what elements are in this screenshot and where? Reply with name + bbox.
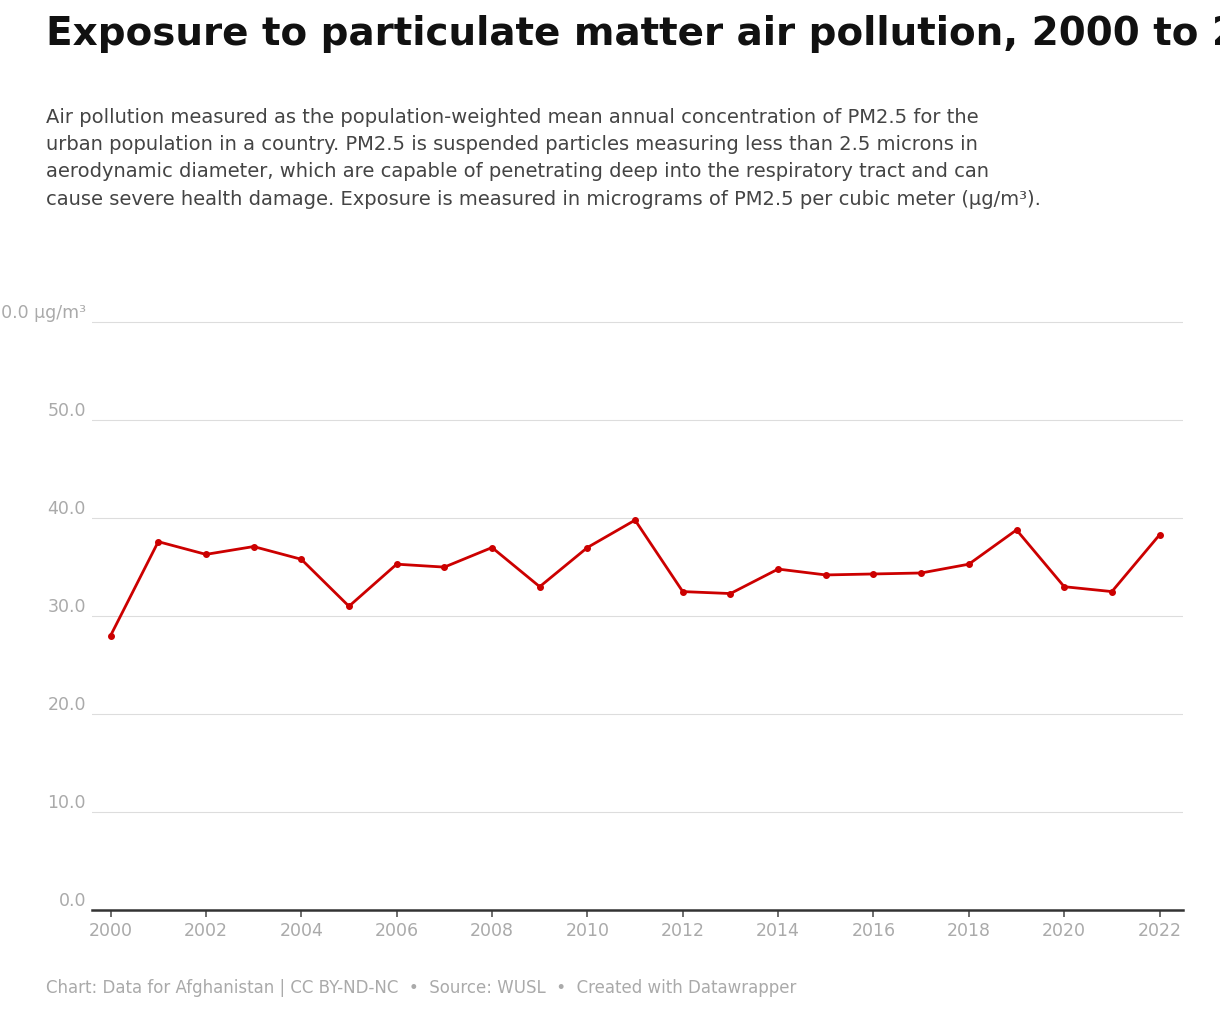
Text: 30.0: 30.0 bbox=[48, 598, 87, 616]
Text: 10.0: 10.0 bbox=[48, 794, 87, 812]
Text: 20.0: 20.0 bbox=[48, 696, 87, 714]
Text: 50.0: 50.0 bbox=[48, 402, 87, 420]
Text: 60.0 μg/m³: 60.0 μg/m³ bbox=[0, 304, 87, 323]
Text: Exposure to particulate matter air pollution, 2000 to 2022: Exposure to particulate matter air pollu… bbox=[46, 15, 1220, 53]
Text: 40.0: 40.0 bbox=[48, 501, 87, 518]
Text: Air pollution measured as the population-weighted mean annual concentration of P: Air pollution measured as the population… bbox=[46, 108, 1041, 209]
Text: 0.0: 0.0 bbox=[59, 891, 87, 910]
Text: Chart: Data for Afghanistan | CC BY-ND-NC  •  Source: WUSL  •  Created with Data: Chart: Data for Afghanistan | CC BY-ND-N… bbox=[46, 979, 797, 997]
